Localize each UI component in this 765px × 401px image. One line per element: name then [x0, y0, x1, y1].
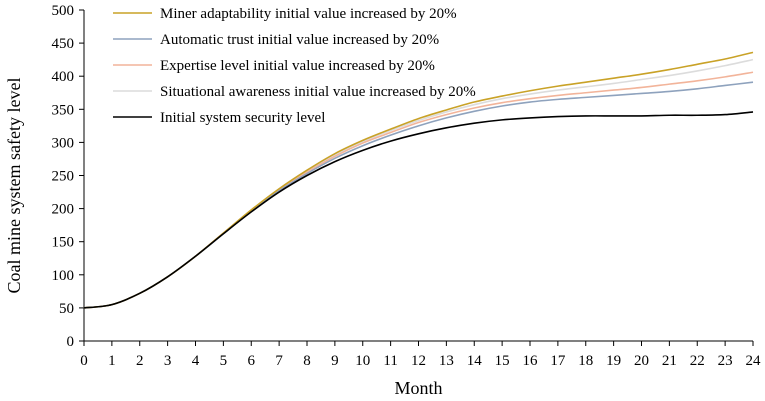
x-tick-label: 13 — [439, 353, 454, 369]
x-tick-label: 7 — [275, 353, 283, 369]
x-tick-label: 1 — [108, 353, 116, 369]
x-tick-label: 19 — [606, 353, 621, 369]
y-tick-label: 350 — [52, 102, 75, 118]
series-lines — [83, 51, 754, 309]
y-axis-ticks: 0 50 100 150 200 250 300 350 400 450 500 — [52, 3, 84, 350]
x-axis-label: Month — [394, 378, 442, 398]
y-axis-label: Coal mine system safety level — [4, 78, 24, 294]
x-tick-label: 9 — [331, 353, 339, 369]
x-tick-label: 12 — [411, 353, 426, 369]
legend-label-3: Expertise level initial value increased … — [160, 58, 435, 74]
x-tick-label: 22 — [690, 353, 705, 369]
x-tick-label: 5 — [220, 353, 228, 369]
x-tick-label: 3 — [164, 353, 172, 369]
x-tick-label: 14 — [467, 353, 483, 369]
x-axis-ticks: 0 1 2 3 4 5 6 7 8 9 10 11 12 13 14 15 16 17 18 19 20 21 22 23 24 — [80, 341, 761, 369]
y-tick-label: 100 — [52, 268, 75, 284]
legend-label-5: Initial system security level — [160, 110, 325, 126]
x-tick-label: 6 — [248, 353, 256, 369]
x-tick-label: 15 — [495, 353, 510, 369]
x-tick-label: 16 — [523, 353, 539, 369]
x-tick-label: 11 — [383, 353, 397, 369]
x-tick-label: 4 — [192, 353, 200, 369]
series-line-3 — [83, 71, 754, 309]
y-tick-label: 50 — [59, 301, 74, 317]
x-tick-label: 10 — [355, 353, 370, 369]
y-tick-label: 0 — [67, 334, 75, 350]
y-tick-label: 400 — [52, 69, 75, 85]
y-tick-label: 450 — [52, 36, 75, 52]
legend-label-4: Situational awareness initial value incr… — [160, 84, 476, 100]
y-tick-label: 300 — [52, 135, 75, 151]
y-tick-label: 200 — [52, 202, 75, 218]
legend-label-1: Miner adaptability initial value increas… — [160, 6, 457, 22]
x-tick-label: 21 — [662, 353, 677, 369]
y-tick-label: 150 — [52, 235, 75, 251]
series-line-5 — [83, 111, 754, 309]
x-tick-label: 23 — [718, 353, 733, 369]
x-tick-label: 2 — [136, 353, 144, 369]
legend: Miner adaptability initial value increas… — [113, 6, 476, 126]
x-tick-label: 0 — [80, 353, 88, 369]
x-tick-label: 17 — [550, 353, 566, 369]
x-tick-label: 20 — [634, 353, 649, 369]
y-tick-label: 250 — [52, 169, 75, 185]
x-tick-label: 8 — [303, 353, 311, 369]
legend-label-2: Automatic trust initial value increased … — [160, 32, 439, 48]
x-tick-label: 24 — [746, 353, 762, 369]
x-tick-label: 18 — [578, 353, 593, 369]
y-tick-label: 500 — [52, 3, 75, 19]
